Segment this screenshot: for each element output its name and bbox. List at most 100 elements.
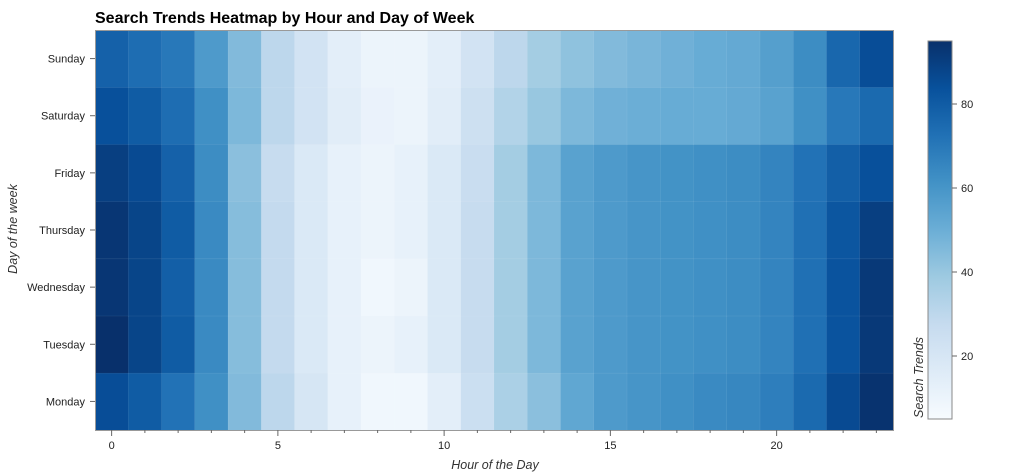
heatmap-cell (759, 315, 794, 374)
heatmap-cell (527, 86, 562, 145)
heatmap-cell (327, 258, 362, 317)
heatmap-cell (859, 258, 894, 317)
heatmap-cell (793, 86, 828, 145)
heatmap-cell (726, 315, 761, 374)
heatmap-cell (759, 201, 794, 260)
heatmap-cell (826, 315, 861, 374)
heatmap-cell (427, 372, 462, 431)
x-tick-label: 15 (604, 440, 616, 452)
heatmap-cell (826, 258, 861, 317)
heatmap-cell (128, 201, 163, 260)
heatmap-cell (626, 144, 661, 202)
heatmap-cell (294, 29, 329, 88)
heatmap-cell (460, 201, 495, 260)
heatmap-cell (294, 144, 329, 202)
colorbar-gradient (927, 40, 953, 420)
heatmap-cell (294, 315, 329, 374)
heatmap-cell (161, 201, 196, 260)
y-tick-label: Tuesday (43, 339, 85, 351)
heatmap-cell (94, 372, 129, 431)
colorbar-label: Search Trends (912, 337, 926, 418)
heatmap-cell (460, 29, 495, 88)
heatmap-cell (859, 201, 894, 260)
heatmap-cell (793, 144, 828, 202)
heatmap-cell (261, 86, 296, 145)
heatmap-cell (493, 315, 528, 374)
heatmap-cell (560, 258, 595, 317)
heatmap-cell (360, 201, 395, 260)
heatmap-cell (493, 144, 528, 202)
heatmap-cell (128, 315, 163, 374)
heatmap-cell (294, 372, 329, 431)
heatmap-cell (194, 144, 229, 202)
plot-frame (95, 30, 894, 431)
heatmap-cell (360, 372, 395, 431)
heatmap-cell (94, 29, 129, 88)
heatmap-cell (128, 258, 163, 317)
heatmap-cell (826, 372, 861, 431)
heatmap-cell (327, 201, 362, 260)
heatmap-cell (626, 86, 661, 145)
heatmap-cell (593, 258, 628, 317)
heatmap-cell (460, 258, 495, 317)
heatmap-cell (194, 372, 229, 431)
heatmap-cell (460, 315, 495, 374)
heatmap-cell (194, 315, 229, 374)
x-axis: 0 5 10 15 20 (109, 430, 877, 452)
heatmap-cell (360, 86, 395, 145)
heatmap-cell (693, 144, 728, 202)
heatmap-cell (560, 86, 595, 145)
heatmap-cell (294, 86, 329, 145)
heatmap-cell (327, 144, 362, 202)
chart-title: Search Trends Heatmap by Hour and Day of… (95, 10, 474, 27)
heatmap-cell (693, 29, 728, 88)
heatmap-cell (793, 372, 828, 431)
heatmap-cell (94, 201, 129, 260)
x-axis-label: Hour of the Day (451, 458, 539, 472)
heatmap-cell (261, 201, 296, 260)
heatmap-cell (327, 315, 362, 374)
y-tick-label: Saturday (41, 111, 86, 123)
heatmap-cell (227, 144, 262, 202)
heatmap-cell (493, 29, 528, 88)
heatmap-cell (261, 144, 296, 202)
heatmap-cell (427, 315, 462, 374)
heatmap-cell (360, 315, 395, 374)
heatmap-cell (294, 258, 329, 317)
heatmap-cell (593, 86, 628, 145)
heatmap-cell (593, 201, 628, 260)
heatmap-cell (660, 144, 695, 202)
y-axis-label: Day of the week (6, 183, 20, 273)
heatmap-cell (427, 258, 462, 317)
y-tick-label: Friday (54, 168, 85, 180)
y-tick-label: Thursday (39, 225, 85, 237)
heatmap-cell (327, 29, 362, 88)
heatmap-cell (859, 86, 894, 145)
colorbar-tick-label: 40 (961, 267, 973, 279)
heatmap-cell (460, 86, 495, 145)
heatmap-cell (360, 144, 395, 202)
heatmap-cell (227, 315, 262, 374)
heatmap-cell (793, 258, 828, 317)
heatmap-cell (726, 372, 761, 431)
heatmap-cell (394, 258, 429, 317)
heatmap-cell (161, 86, 196, 145)
heatmap-cell (593, 29, 628, 88)
heatmap-cell (460, 372, 495, 431)
heatmap-cell (527, 258, 562, 317)
heatmap-cell (527, 29, 562, 88)
x-tick-label: 5 (275, 440, 281, 452)
heatmap-cell (227, 372, 262, 431)
heatmap-cell (660, 372, 695, 431)
heatmap-cell (394, 201, 429, 260)
y-tick-label: Wednesday (27, 282, 85, 294)
heatmap-cell (527, 372, 562, 431)
heatmap-cell (128, 29, 163, 88)
heatmap-cell (261, 29, 296, 88)
heatmap-cell (859, 144, 894, 202)
heatmap-cell (726, 201, 761, 260)
heatmap-cell (693, 258, 728, 317)
heatmap-cell (626, 372, 661, 431)
heatmap-cell (660, 29, 695, 88)
